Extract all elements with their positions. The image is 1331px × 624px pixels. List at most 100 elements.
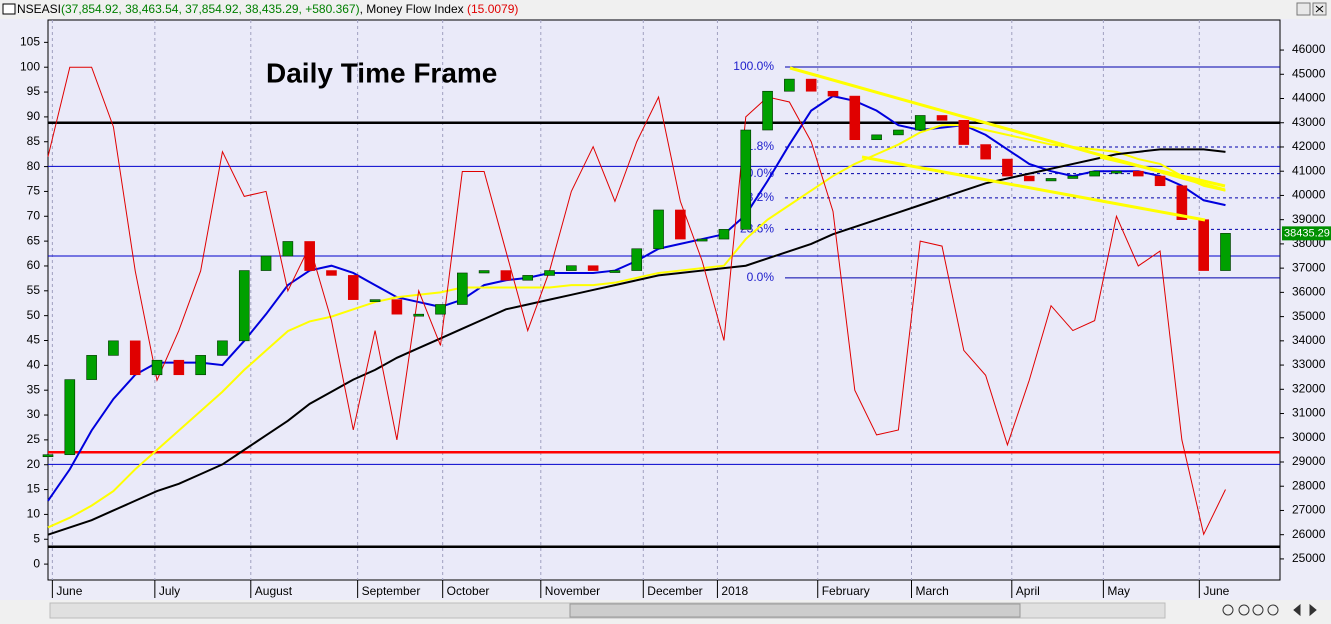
y2-tick-label: 44000 — [1292, 91, 1326, 105]
y-tick-label: 45 — [27, 333, 41, 347]
annotation: Daily Time Frame — [266, 57, 497, 88]
x-tick-label: November — [545, 584, 600, 598]
candle — [718, 229, 730, 240]
candle — [740, 129, 752, 230]
candle — [653, 209, 664, 250]
x-tick-label: September — [362, 584, 421, 598]
y2-tick-label: 31000 — [1292, 406, 1326, 420]
last-price-label: 38435.29 — [1284, 227, 1330, 239]
trendline — [1099, 155, 1226, 188]
y-tick-label: 85 — [27, 134, 41, 148]
candle — [238, 270, 250, 342]
candle — [1176, 185, 1188, 220]
candle — [217, 340, 228, 356]
y-tick-label: 105 — [20, 35, 40, 49]
candle — [1220, 233, 1231, 271]
y-tick-label: 60 — [27, 258, 41, 272]
scroll-left[interactable] — [1293, 603, 1301, 617]
y2-tick-label: 34000 — [1292, 333, 1326, 347]
y-tick-label: 15 — [27, 482, 41, 496]
candle — [1198, 219, 1209, 271]
last-price-box — [1282, 226, 1331, 241]
y-tick-label: 30 — [27, 407, 41, 421]
y-tick-label: 5 — [33, 531, 40, 545]
indicator-value: (15.0079) — [467, 2, 518, 16]
candle — [914, 115, 926, 131]
moving-average — [47, 148, 1226, 536]
y-tick-label: 70 — [27, 208, 41, 222]
zoom-button[interactable] — [1238, 604, 1250, 616]
y2-tick-label: 33000 — [1292, 357, 1326, 371]
x-tick-label: 2018 — [721, 584, 748, 598]
window-icon — [2, 3, 16, 15]
candle — [129, 340, 141, 376]
symbol: NSEASI — [17, 2, 61, 16]
plot-area — [47, 19, 1281, 581]
y-tick-label: 75 — [27, 184, 41, 198]
scroll-thumb[interactable] — [569, 603, 1021, 618]
restore-button[interactable] — [1296, 2, 1311, 16]
candle — [64, 379, 76, 456]
x-tick-label: August — [255, 584, 293, 598]
header: NSEASI(37,854.92, 38,463.54, 37,854.92, … — [17, 2, 518, 16]
candle — [587, 265, 599, 271]
x-tick-label: June — [56, 584, 82, 598]
y-tick-label: 90 — [27, 109, 41, 123]
candle — [413, 313, 424, 317]
y2-tick-label: 41000 — [1292, 163, 1326, 177]
candle — [566, 265, 577, 271]
y2-tick-label: 39000 — [1292, 212, 1326, 226]
y-tick-label: 95 — [27, 84, 41, 98]
candle — [195, 355, 206, 376]
y-tick-label: 50 — [27, 308, 41, 322]
candle — [1067, 175, 1079, 179]
candle — [173, 359, 185, 376]
y-tick-label: 35 — [27, 382, 41, 396]
candle — [1132, 170, 1144, 177]
candle — [827, 90, 839, 97]
y2-tick-label: 37000 — [1292, 260, 1326, 274]
y-tick-label: 20 — [27, 457, 41, 471]
ohlc: (37,854.92, 38,463.54, 37,854.92, 38,435… — [61, 2, 360, 16]
zoom-button[interactable] — [1222, 604, 1234, 616]
x-tick-label: December — [647, 584, 702, 598]
candle — [1089, 170, 1100, 177]
x-tick-label: April — [1016, 584, 1040, 598]
indicator-name: Money Flow Index — [366, 2, 463, 16]
x-tick-label: June — [1203, 584, 1229, 598]
candle — [936, 115, 948, 121]
candle — [1045, 178, 1057, 182]
candle — [260, 255, 272, 271]
candle — [151, 359, 163, 376]
fib-label: 0.0% — [747, 270, 775, 284]
x-tick-label: October — [447, 584, 490, 598]
candle — [762, 90, 773, 131]
y2-tick-label: 35000 — [1292, 309, 1326, 323]
candle — [544, 270, 555, 276]
moving-average — [47, 124, 1226, 529]
candle — [1111, 170, 1122, 174]
candle — [675, 209, 686, 240]
y-tick-label: 100 — [20, 59, 40, 73]
y-tick-label: 10 — [27, 507, 41, 521]
zoom-button[interactable] — [1267, 604, 1279, 616]
candle — [500, 270, 512, 281]
scroll-right[interactable] — [1309, 603, 1317, 617]
candle — [1154, 175, 1166, 187]
candle — [609, 270, 621, 273]
candle — [958, 120, 970, 145]
candle — [522, 275, 534, 281]
candle — [631, 248, 643, 271]
y2-tick-label: 42000 — [1292, 139, 1326, 153]
candle — [347, 275, 359, 300]
candle — [369, 299, 381, 302]
y2-tick-label: 45000 — [1292, 66, 1326, 80]
y2-tick-label: 26000 — [1292, 527, 1326, 541]
candle — [42, 454, 54, 458]
candle — [980, 144, 991, 160]
y-tick-label: 65 — [27, 233, 41, 247]
y2-tick-label: 36000 — [1292, 285, 1326, 299]
zoom-button[interactable] — [1252, 604, 1264, 616]
candle — [86, 355, 97, 380]
y2-tick-label: 25000 — [1292, 551, 1326, 565]
